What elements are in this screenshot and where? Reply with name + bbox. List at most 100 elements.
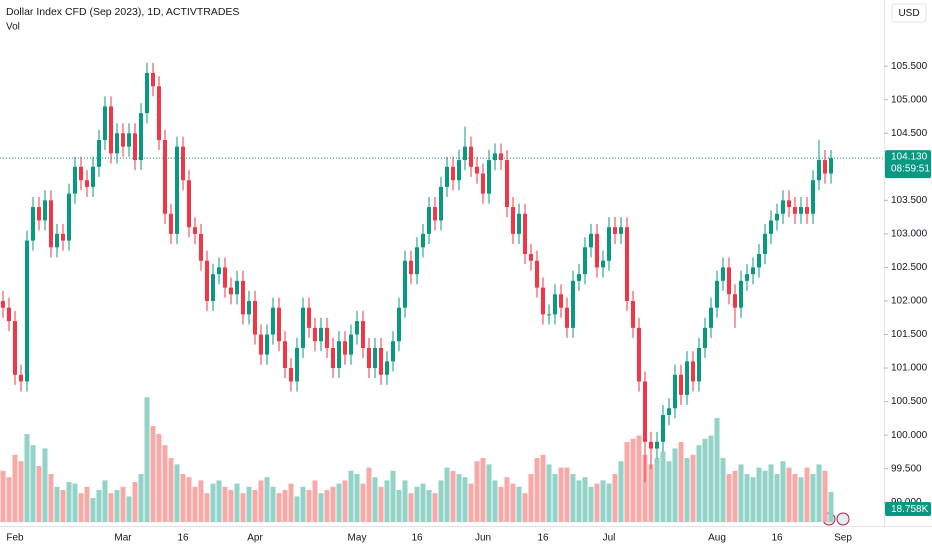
volume-bar	[486, 464, 492, 522]
volume-bar	[18, 461, 24, 522]
candle-body	[799, 207, 803, 214]
candle-body	[19, 374, 23, 382]
volume-bar	[762, 470, 768, 522]
volume-bar	[408, 493, 414, 522]
candle-body	[139, 113, 143, 161]
candle-body	[337, 341, 341, 369]
chart-title: Dollar Index CFD (Sep 2023), 1D, ACTIVTR…	[6, 6, 239, 18]
candle-body	[175, 146, 179, 234]
volume-bar	[444, 467, 450, 522]
volume-bar	[48, 474, 54, 522]
volume-bar	[72, 483, 78, 522]
volume-bar	[522, 493, 528, 522]
candle-body	[385, 361, 389, 375]
volume-bar	[684, 458, 690, 522]
y-tick-label: 105.500	[891, 61, 928, 72]
x-tick-label: 16	[537, 533, 549, 544]
candle-body	[361, 321, 365, 348]
volume-bar	[594, 483, 600, 522]
volume-bar	[666, 461, 672, 522]
candle-body	[529, 254, 533, 261]
volume-bar	[750, 477, 756, 522]
volume-bar	[468, 483, 474, 522]
candle-body	[265, 334, 269, 355]
volume-bar	[240, 493, 246, 522]
candle-body	[289, 368, 293, 382]
volume-bar	[630, 438, 636, 522]
volume-bar	[174, 464, 180, 522]
candle-body	[829, 158, 833, 174]
volume-bar	[372, 477, 378, 522]
candle-body	[127, 133, 131, 147]
candle-body	[787, 200, 791, 208]
candle-body	[697, 347, 701, 382]
currency-button[interactable]	[891, 3, 927, 23]
candle-body	[73, 166, 77, 194]
volume-bar	[558, 467, 564, 522]
volume-bar	[288, 483, 294, 522]
candle-body	[589, 233, 593, 248]
volume-bar	[180, 474, 186, 522]
x-tick-label: 16	[177, 533, 189, 544]
candle-body	[439, 186, 443, 221]
volume-bar	[12, 454, 18, 522]
volume-label: Vol	[6, 22, 20, 33]
candle-body	[433, 207, 437, 221]
candle-body	[391, 341, 395, 362]
currency-label[interactable]: USD	[898, 8, 919, 19]
volume-bar	[306, 490, 312, 522]
volume-bar	[204, 493, 210, 522]
candle-body	[7, 307, 11, 322]
volume-bar	[186, 477, 192, 522]
volume-bar	[246, 486, 252, 522]
volume-bar	[222, 486, 228, 522]
candle-body	[613, 227, 617, 234]
volume-bar	[90, 498, 96, 522]
volume-bar	[294, 496, 300, 522]
volume-bar	[780, 461, 786, 522]
volume-bar	[528, 474, 534, 522]
candle-body	[427, 207, 431, 234]
y-tick-label: 100.500	[891, 396, 928, 407]
candle-body	[625, 227, 629, 301]
candle-body	[727, 267, 731, 295]
candle-body	[229, 287, 233, 295]
volume-bar	[96, 490, 102, 522]
volume-bar	[420, 483, 426, 522]
candle-body	[511, 207, 515, 234]
y-tick-label: 104.500	[891, 128, 928, 139]
volume-bar	[504, 477, 510, 522]
volume-bar	[756, 467, 762, 522]
volume-bar	[276, 493, 282, 522]
candle-body	[253, 300, 257, 335]
candle-body	[181, 146, 185, 181]
y-tick-label: 99.500	[891, 463, 922, 474]
volume-bar	[738, 464, 744, 522]
volume-bar	[342, 480, 348, 522]
volume-bar	[366, 467, 372, 522]
candle-body	[247, 300, 251, 315]
candle-body	[595, 233, 599, 268]
candle-body	[535, 260, 539, 288]
candle-body	[475, 166, 479, 174]
candle-body	[553, 294, 557, 315]
volume-bar	[144, 397, 150, 522]
candle-body	[55, 233, 59, 248]
candle-body	[817, 160, 821, 181]
candle-body	[1, 300, 5, 308]
volume-bar	[156, 434, 162, 522]
candle-body	[325, 327, 329, 348]
volume-bar	[438, 480, 444, 522]
candle-body	[25, 240, 29, 382]
candle-body	[403, 260, 407, 308]
candle-body	[685, 361, 689, 395]
candle-body	[331, 347, 335, 369]
candle-body	[169, 213, 173, 234]
y-tick-label: 103.000	[891, 229, 928, 240]
x-tick-label: Jul	[603, 533, 616, 544]
candle-body	[373, 347, 377, 369]
candle-body	[463, 146, 467, 161]
candle-body	[97, 139, 101, 167]
